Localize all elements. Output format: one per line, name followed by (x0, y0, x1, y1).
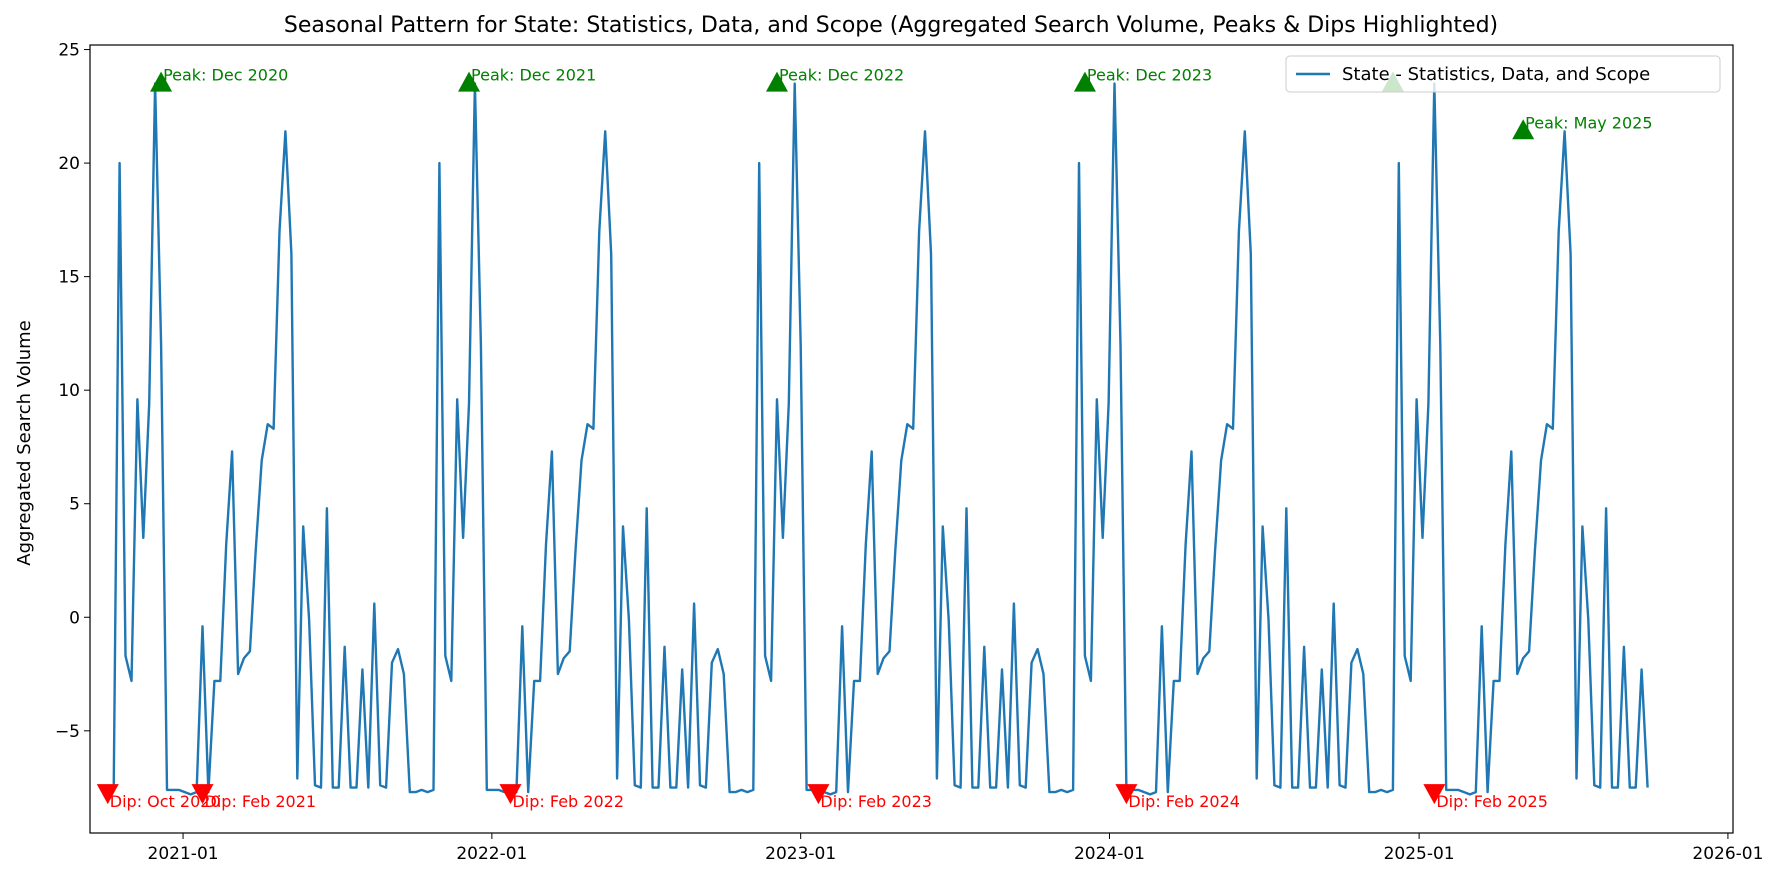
y-tick-label: 0 (69, 608, 80, 628)
y-tick-label: −5 (55, 722, 80, 742)
dip-marker (191, 784, 214, 805)
legend-label: State - Statistics, Data, and Scope (1342, 64, 1650, 85)
legend: State - Statistics, Data, and Scope (1285, 55, 1721, 93)
chart-title: Seasonal Pattern for State: Statistics, … (284, 13, 1498, 38)
series-line (107, 82, 1649, 796)
peak-marker (458, 71, 481, 92)
dip-marker (1115, 784, 1138, 805)
y-tick-label: 25 (58, 41, 80, 61)
dip-label: Dip: Feb 2021 (205, 792, 317, 811)
peak-label: Peak: Dec 2023 (1087, 66, 1212, 85)
x-tick-label: 2024-01 (1074, 844, 1145, 864)
y-tick-label: 5 (69, 495, 80, 515)
y-axis-label: Aggregated Search Volume (14, 320, 35, 566)
peak-marker (1512, 119, 1535, 140)
peak-marker (150, 71, 173, 92)
x-tick-label: 2023-01 (765, 844, 836, 864)
y-tick-label: 20 (58, 154, 80, 174)
y-tick-label: 15 (58, 268, 80, 288)
peak-marker (765, 71, 788, 92)
x-tick-label: 2026-01 (1692, 844, 1763, 864)
peak-label: Peak: Dec 2022 (779, 66, 904, 85)
dip-label: Dip: Feb 2022 (512, 792, 624, 811)
dip-label: Dip: Feb 2025 (1436, 792, 1548, 811)
dip-label: Dip: Oct 2020 (110, 792, 221, 811)
x-tick-label: 2025-01 (1384, 844, 1455, 864)
y-tick-label: 10 (58, 381, 80, 401)
dip-marker (96, 784, 119, 805)
dip-marker (499, 784, 522, 805)
dip-label: Dip: Feb 2023 (820, 792, 932, 811)
dip-marker (807, 784, 830, 805)
axes-frame (89, 44, 1734, 834)
peak-marker (1073, 71, 1096, 92)
plot-area: Peak: Dec 2020 Peak: Dec 2021 Peak: Dec 20… (96, 66, 1653, 811)
dip-label: Dip: Feb 2024 (1128, 792, 1240, 811)
x-tick-label: 2021-01 (148, 844, 219, 864)
legend-box (1285, 55, 1721, 93)
peak-label: Peak: May 2025 (1525, 113, 1652, 132)
peak-label: Peak: Dec 2021 (471, 66, 596, 85)
x-tick-label: 2022-01 (456, 844, 527, 864)
peak-label: Peak: Dec 2020 (163, 66, 288, 85)
dip-marker (1423, 784, 1446, 805)
